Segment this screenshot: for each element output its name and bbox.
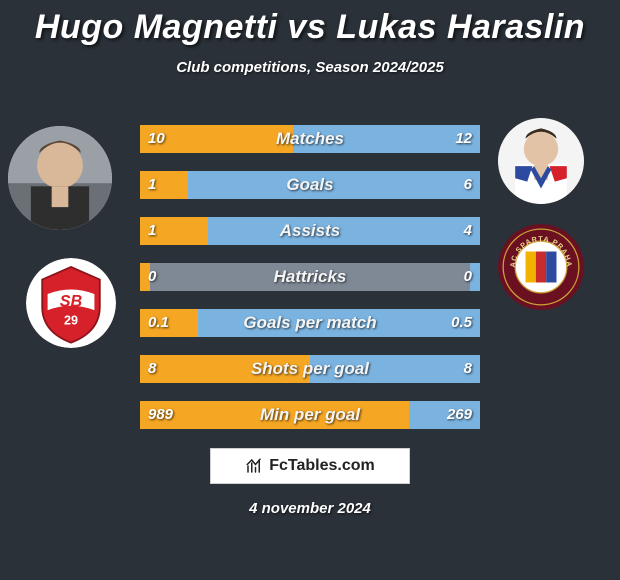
- stat-left-value: 989: [148, 401, 173, 429]
- stat-right-value: 8: [464, 355, 472, 383]
- stat-row: Matches10 12: [140, 125, 480, 153]
- stat-label: Goals: [140, 171, 480, 199]
- stat-right-value: 4: [464, 217, 472, 245]
- stat-left-value: 0.1: [148, 309, 169, 337]
- stat-label: Shots per goal: [140, 355, 480, 383]
- stat-right-value: 6: [464, 171, 472, 199]
- svg-text:SB: SB: [60, 293, 83, 311]
- stats-bars: Matches1012Goals16Assists14Hattricks00Go…: [140, 125, 480, 447]
- stat-right-value: 0.5: [451, 309, 472, 337]
- footer-site-text: FcTables.com: [269, 457, 375, 475]
- stat-row: Hattricks0 0: [140, 263, 480, 291]
- stat-right-value: 269: [447, 401, 472, 429]
- chart-icon: [245, 457, 263, 475]
- stat-label: Min per goal: [140, 401, 480, 429]
- svg-text:29: 29: [64, 314, 78, 328]
- stat-left-value: 0: [148, 263, 156, 291]
- left-player-avatar: [8, 126, 112, 230]
- stat-right-value: 12: [455, 125, 472, 153]
- stat-row: Goals per match0.1 0.5: [140, 309, 480, 337]
- stat-left-value: 1: [148, 171, 156, 199]
- stat-label: Hattricks: [140, 263, 480, 291]
- stat-left-value: 1: [148, 217, 156, 245]
- stat-left-value: 10: [148, 125, 165, 153]
- stat-right-value: 0: [464, 263, 472, 291]
- stat-row: Assists1 4: [140, 217, 480, 245]
- stat-label: Goals per match: [140, 309, 480, 337]
- page-title: Hugo Magnetti vs Lukas Haraslin: [0, 0, 620, 47]
- stat-row: Shots per goal8 8: [140, 355, 480, 383]
- footer-date: 4 november 2024: [0, 500, 620, 517]
- stat-row: Goals1 6: [140, 171, 480, 199]
- subtitle: Club competitions, Season 2024/2025: [0, 59, 620, 76]
- left-club-badge: SB 29: [26, 258, 116, 348]
- stat-label: Assists: [140, 217, 480, 245]
- stat-label: Matches: [140, 125, 480, 153]
- right-club-badge: AC SPARTA PRAHA: [498, 224, 584, 310]
- stat-row: Min per goal989 269: [140, 401, 480, 429]
- right-player-avatar: [498, 118, 584, 204]
- stat-left-value: 8: [148, 355, 156, 383]
- footer-site-badge: FcTables.com: [210, 448, 410, 484]
